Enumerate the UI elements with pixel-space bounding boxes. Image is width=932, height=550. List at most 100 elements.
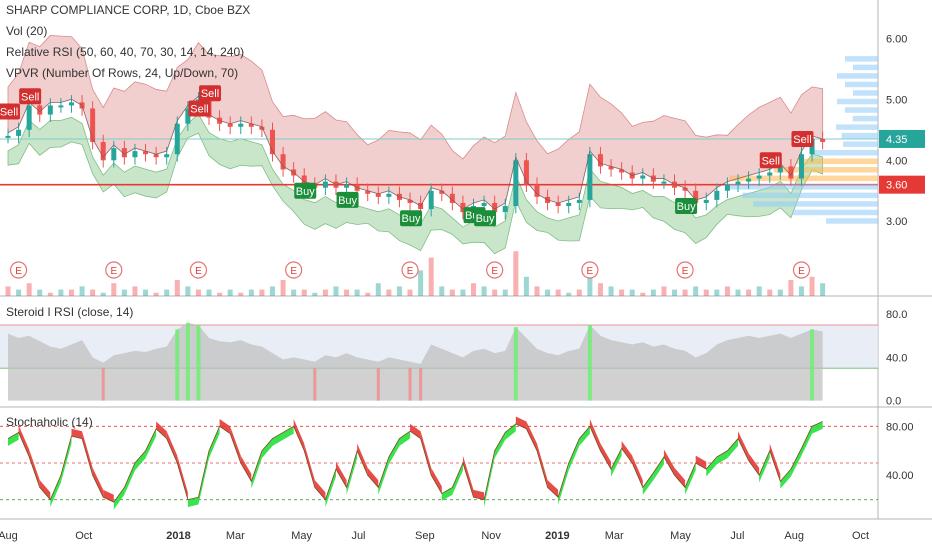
volume-bar: [597, 283, 603, 296]
volume-bar: [280, 280, 286, 296]
vpvr-bar: [841, 132, 878, 139]
earnings-marker: E: [401, 261, 419, 279]
candle-body: [365, 190, 371, 194]
chart-title[interactable]: SHARP COMPLIANCE CORP, 1D, Cboe BZX: [6, 3, 251, 17]
candle-body: [481, 202, 487, 206]
stoch-segment: [399, 431, 411, 446]
time-tick-label: Aug: [784, 530, 804, 542]
sell-signal: Sell: [759, 152, 782, 169]
stoch-segment: [568, 438, 580, 471]
vpvr-bar: [852, 115, 878, 122]
volume-bar: [767, 289, 773, 296]
stoch-segment: [505, 423, 516, 440]
stoch-segment: [166, 431, 178, 463]
vpvr-bar: [773, 167, 878, 173]
volume-bar: [513, 251, 519, 296]
stoch-segment: [727, 438, 738, 459]
volume-bar: [756, 286, 762, 296]
candle-body: [37, 105, 43, 115]
candle-body: [767, 172, 773, 176]
volume-bar: [26, 283, 32, 296]
stoch-segment: [156, 421, 167, 439]
stoch-title[interactable]: Stochaholic (14): [6, 415, 93, 429]
candle-body: [460, 202, 466, 213]
volume-bar: [143, 289, 149, 296]
candle-body: [513, 160, 519, 206]
stoch-segment: [515, 416, 527, 429]
signal-label: Sell: [201, 88, 219, 100]
signal-label: Sell: [793, 134, 811, 146]
candle-body: [756, 175, 762, 179]
stoch-segment: [357, 443, 368, 476]
volume-bar: [259, 289, 265, 296]
indicator-vpvr[interactable]: VPVR (Number Of Rows, 24, Up/Down, 70): [6, 66, 239, 80]
candle-body: [597, 154, 603, 167]
candle-body: [238, 123, 244, 127]
stoch-segment: [801, 426, 813, 456]
volume-bar: [439, 286, 445, 296]
indicator-vol[interactable]: Vol (20): [6, 24, 48, 38]
time-tick-label: Nov: [481, 530, 501, 542]
candle-body: [111, 148, 117, 161]
volume-bar: [291, 289, 297, 296]
stoch-segment: [272, 432, 284, 446]
candle-body: [724, 184, 730, 191]
stoch-segment: [790, 448, 802, 477]
price-badge: 3.60: [879, 175, 925, 194]
volume-bar: [735, 289, 741, 296]
stoch-segment: [50, 475, 61, 507]
stoch-segment: [82, 431, 93, 476]
stoch-segment: [420, 431, 432, 476]
stoch-segment: [145, 428, 157, 459]
sell-signal: Sell: [188, 100, 211, 117]
candle-body: [820, 138, 826, 142]
volume-bar: [68, 289, 74, 296]
vpvr-bar: [742, 192, 878, 199]
stoch-segment: [230, 426, 241, 463]
stoch-segment: [293, 419, 305, 451]
stoch-segment: [716, 450, 728, 465]
buy-signal: Buy: [675, 198, 698, 214]
price-tick-label: 5.00: [886, 94, 907, 106]
candle-body: [428, 190, 434, 210]
stoch-segment: [621, 441, 633, 463]
volume-bar: [471, 283, 477, 296]
volume-bar: [650, 289, 656, 296]
candle-body: [640, 175, 646, 179]
volume-bar: [217, 292, 223, 296]
candle-body: [121, 148, 127, 158]
rsi-overbought-bar: [513, 327, 518, 401]
stoch-segment: [600, 443, 612, 470]
time-tick-label: Aug: [0, 530, 18, 542]
rsi-overbought-bar: [185, 322, 190, 401]
vpvr-bar: [836, 124, 878, 130]
stoch-segment: [769, 443, 781, 482]
stoch-segment: [695, 455, 707, 470]
stoch-segment: [103, 489, 114, 503]
stoch-segment: [177, 455, 188, 500]
candle-body: [153, 154, 159, 158]
price-tick-label: 3.00: [886, 216, 907, 228]
volume-bar: [777, 289, 783, 296]
signal-label: Buy: [402, 213, 421, 225]
indicator-relative-rsi[interactable]: Relative RSI (50, 60, 40, 70, 30, 14, 14…: [6, 45, 245, 59]
volume-bar: [100, 292, 106, 296]
rsi-tick-label: 40.0: [886, 352, 907, 364]
vpvr-bar: [725, 184, 878, 190]
rsi-title[interactable]: Steroid I RSI (close, 14): [6, 305, 134, 319]
stoch-segment: [124, 463, 135, 495]
rsi-oversold-bar: [313, 368, 317, 401]
candle-body: [322, 181, 328, 188]
earnings-label: E: [195, 266, 202, 277]
candle-body: [407, 199, 413, 203]
candle-body: [619, 169, 625, 173]
candle-body: [682, 187, 688, 191]
volume-bar: [90, 289, 96, 296]
earnings-label: E: [682, 266, 689, 277]
candle-body: [16, 129, 22, 136]
stoch-segment: [240, 455, 252, 482]
stoch-segment: [632, 455, 643, 488]
volume-bar: [820, 283, 826, 296]
stoch-segment: [579, 426, 590, 446]
